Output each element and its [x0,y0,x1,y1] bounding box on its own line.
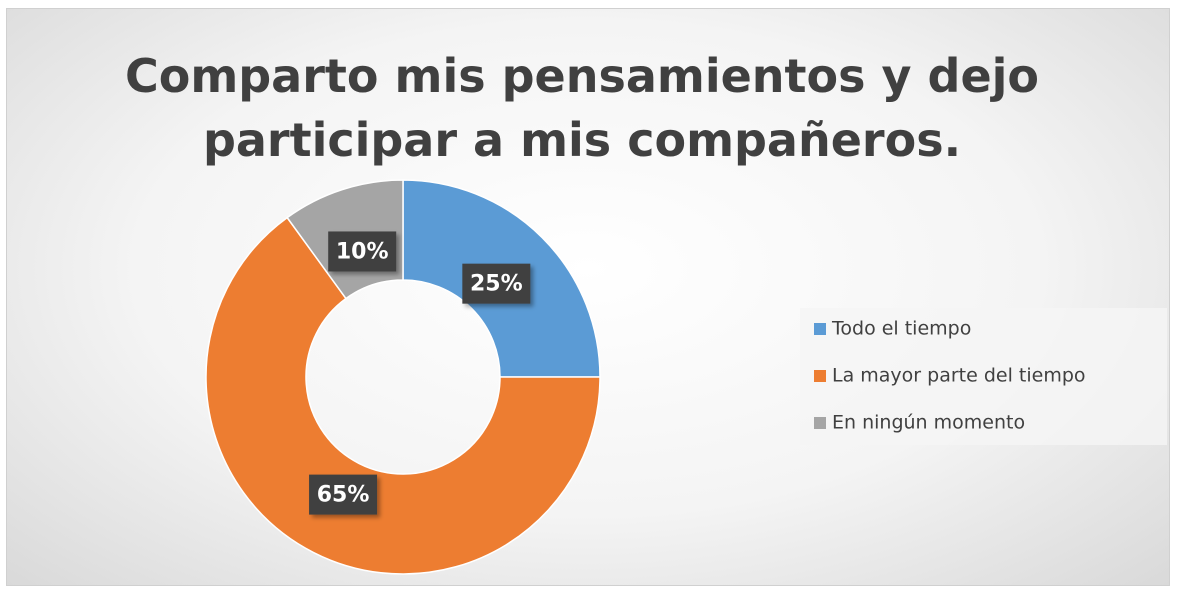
data-label-box [328,231,397,272]
data-label-box [309,474,378,515]
legend-box [800,308,1167,445]
data-label: 10% [336,239,389,264]
legend-label: En ningún momento [832,412,1025,434]
legend-label: Todo el tiempo [831,318,971,340]
legend-swatch [814,417,826,429]
chart-area [6,8,1170,586]
legend-swatch [814,323,826,335]
legend-label: La mayor parte del tiempo [832,365,1086,387]
legend-swatch [814,370,826,382]
data-label: 25% [470,272,523,297]
data-label: 65% [317,483,370,508]
donut-segment [205,216,601,575]
chart-title: Comparto mis pensamientos y dejo partici… [124,49,1040,167]
data-label-box [462,263,531,304]
